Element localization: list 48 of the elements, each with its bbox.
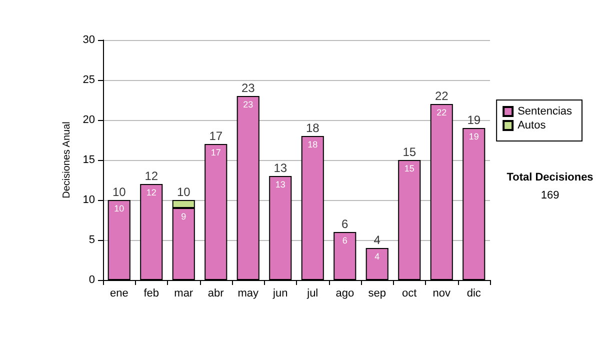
data-label: 12 <box>146 188 156 198</box>
text: Total Decisiones <box>506 172 594 184</box>
x-tick-label: oct <box>402 288 417 300</box>
y-tick-label: 20 <box>82 114 95 126</box>
total-label: 15 <box>402 145 416 159</box>
x-tick-label: nov <box>432 288 451 300</box>
data-label: 4 <box>374 252 380 262</box>
x-tick-label: jun <box>272 288 288 300</box>
x-tick-label: abr <box>208 288 224 300</box>
x-tick-label: ene <box>110 288 128 300</box>
x-tick-label: feb <box>144 288 160 300</box>
total-label: 18 <box>306 121 320 135</box>
total-label: 23 <box>241 81 256 95</box>
y-tick-label: 0 <box>88 274 95 286</box>
data-label: 19 <box>468 132 479 142</box>
total-label: 10 <box>176 185 191 199</box>
y-tick-label: 10 <box>82 194 95 206</box>
data-label: 15 <box>404 164 414 174</box>
data-label: 22 <box>436 108 447 118</box>
total-label: 12 <box>144 169 158 183</box>
y-tick-label: 25 <box>82 74 95 86</box>
total-label: 22 <box>434 89 449 103</box>
x-tick-label: sep <box>368 288 386 300</box>
legend-label: Autos <box>518 120 546 132</box>
x-tick-label: dic <box>466 288 482 300</box>
data-label: 10 <box>114 204 124 214</box>
y-tick-label: 15 <box>82 154 95 166</box>
x-tick-label: mar <box>174 288 194 300</box>
data-label: 23 <box>243 100 254 110</box>
y-axis-title: Decisiones Anual <box>61 122 72 198</box>
data-label: 6 <box>342 236 348 246</box>
data-label: 13 <box>275 180 286 190</box>
total-label: 19 <box>467 113 481 127</box>
total-label: 13 <box>274 161 288 175</box>
total-label: 4 <box>374 233 381 247</box>
y-tick-label: 5 <box>88 234 95 246</box>
data-label: 9 <box>181 212 186 222</box>
x-tick-label: jul <box>306 288 318 300</box>
x-tick-label: may <box>238 288 260 300</box>
data-label: 18 <box>308 140 318 150</box>
x-tick-label: ago <box>336 288 354 300</box>
total-label: 6 <box>342 217 349 231</box>
data-label: 17 <box>210 148 221 158</box>
legend-label: Sentencias <box>518 106 572 118</box>
total-label: 17 <box>209 129 223 143</box>
y-tick-label: 30 <box>82 34 95 46</box>
total-label: 10 <box>112 185 126 199</box>
text: 169 <box>540 190 560 202</box>
